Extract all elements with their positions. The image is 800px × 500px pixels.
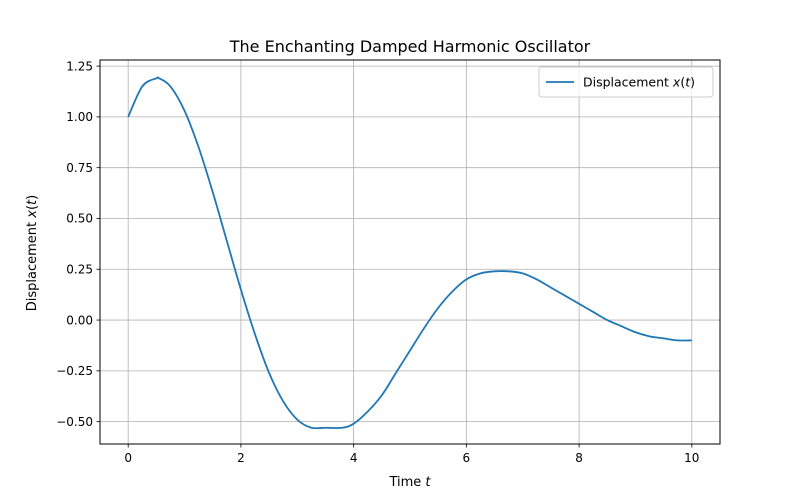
- y-axis-label-close: ): [25, 195, 40, 200]
- y-axis-label-arg: t: [25, 199, 40, 205]
- x-tick-label: 8: [575, 451, 583, 465]
- y-axis-label-text: Displacement: [25, 218, 40, 312]
- y-axis-label-var: x: [25, 210, 40, 219]
- grid-lines: [100, 60, 720, 444]
- y-tick-label: 1.25: [66, 59, 93, 73]
- plot-background: [100, 60, 720, 444]
- y-tick-label: 0.25: [66, 262, 93, 276]
- series-line-displacement: [127, 76, 692, 430]
- x-tick-label: 4: [350, 451, 358, 465]
- y-axis-label: Displacement x(t): [25, 195, 40, 311]
- legend-label: Displacement x(t): [583, 75, 695, 90]
- y-tick-label: 0.00: [66, 313, 93, 327]
- y-tick-label: 1.00: [66, 110, 93, 124]
- x-tick-label: 0: [124, 451, 132, 465]
- legend-label-close: ): [690, 75, 695, 90]
- plot-frame: [99, 59, 721, 445]
- x-tick-label: 2: [237, 451, 245, 465]
- legend-label-text: Displacement: [583, 75, 673, 90]
- y-tick-label: 0.50: [66, 212, 93, 226]
- x-tick-label: 6: [463, 451, 471, 465]
- y-axis-label-open: (: [25, 205, 40, 210]
- series-layer: [127, 76, 692, 430]
- legend-box: [538, 66, 714, 98]
- legend-label-arg: t: [685, 75, 691, 90]
- legend-label-open: (: [680, 75, 685, 90]
- y-tick-label: −0.50: [56, 415, 93, 429]
- x-axis-label-var: t: [425, 475, 431, 490]
- x-axis-label-text: Time: [388, 475, 425, 490]
- y-tick-label: −0.25: [56, 364, 93, 378]
- chart-title: The Enchanting Damped Harmonic Oscillato…: [229, 37, 591, 56]
- legend: Displacement x(t): [538, 66, 714, 98]
- x-axis-label: Time t: [388, 475, 431, 490]
- y-tick-label: 0.75: [66, 161, 93, 175]
- x-tick-label: 10: [684, 451, 699, 465]
- legend-label-var: x: [672, 75, 681, 90]
- y-axis-ticks: −0.50 −0.25 0.00 0.25 0.50 0.75 1.00 1.25: [56, 59, 100, 429]
- plot-area: 0 2 4 6 8 10 −0.50 −0.25 0.00 0.25 0.50 0.75 1.00 1.…: [56, 59, 721, 465]
- x-axis-ticks: 0 2 4 6 8 10: [124, 444, 699, 465]
